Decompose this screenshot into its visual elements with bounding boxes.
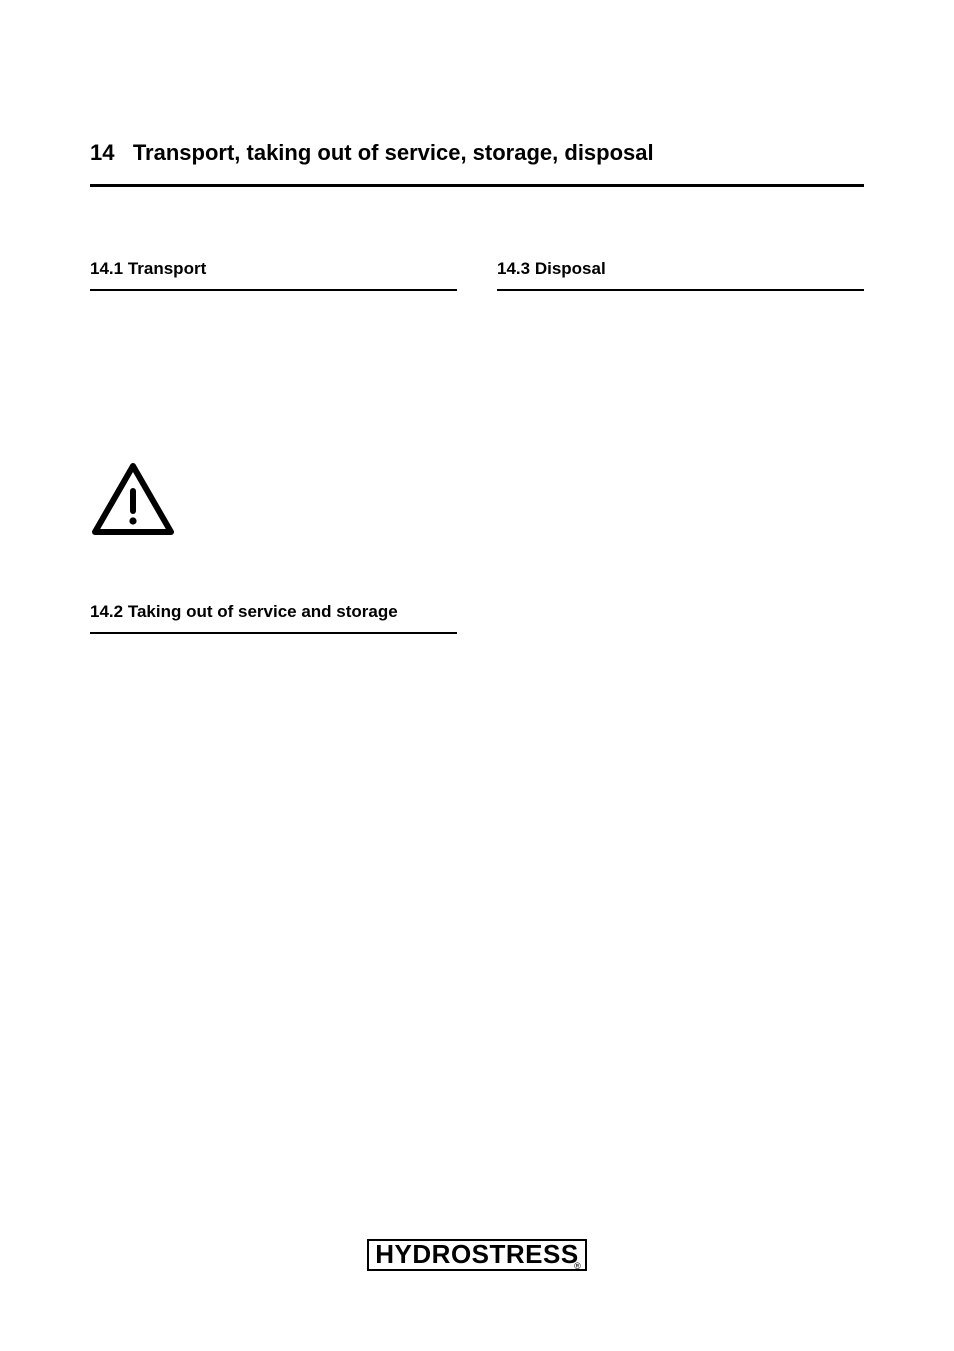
chapter-number: 14 xyxy=(90,140,114,165)
section-number: 14.1 xyxy=(90,259,123,278)
section-title: Disposal xyxy=(535,259,606,278)
registered-mark: ® xyxy=(574,1261,581,1271)
right-column: 14.3 Disposal xyxy=(497,259,864,664)
chapter-title: 14 Transport, taking out of service, sto… xyxy=(90,140,864,187)
section-number: 14.2 xyxy=(90,602,123,621)
logo-text: HYDROSTRESS xyxy=(375,1239,578,1269)
two-column-layout: 14.1 Transport 14.2 Taking out of servic… xyxy=(90,259,864,664)
warning-icon xyxy=(90,461,457,542)
logo-box: HYDROSTRESS ® xyxy=(367,1239,586,1271)
section-14-1-heading: 14.1 Transport xyxy=(90,259,457,291)
section-14-2-heading: 14.2 Taking out of service and storage xyxy=(90,602,457,634)
left-column: 14.1 Transport 14.2 Taking out of servic… xyxy=(90,259,457,664)
section-title: Transport xyxy=(128,259,206,278)
section-number: 14.3 xyxy=(497,259,530,278)
chapter-title-text: Transport, taking out of service, storag… xyxy=(133,140,654,165)
section-title: Taking out of service and storage xyxy=(128,602,398,621)
footer-logo: HYDROSTRESS ® xyxy=(0,1239,954,1271)
section-14-3-heading: 14.3 Disposal xyxy=(497,259,864,291)
